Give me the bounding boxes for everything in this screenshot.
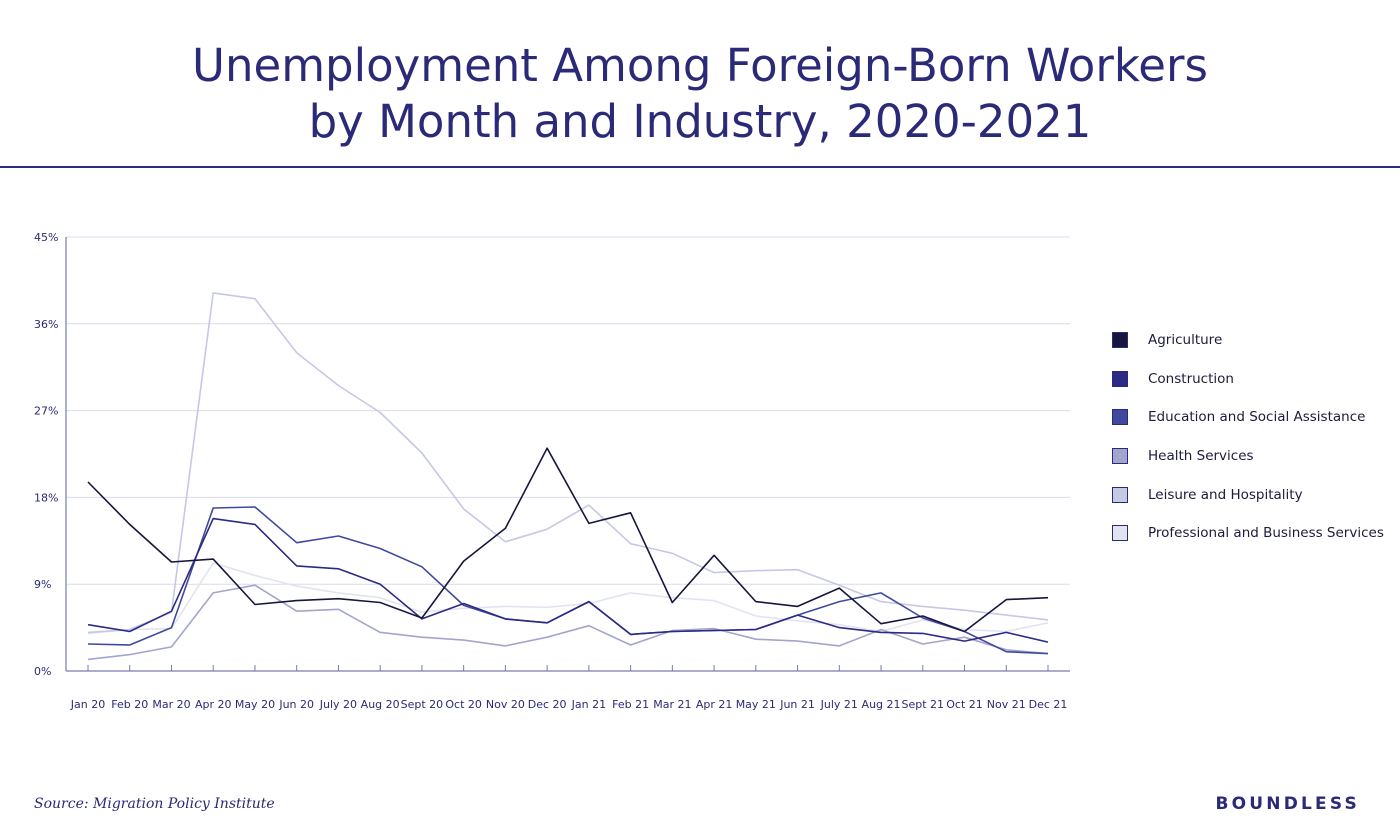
legend-label: Leisure and Hospitality [1148, 486, 1303, 503]
x-tick-label: Feb 20 [111, 698, 148, 711]
x-tick-label: Apr 20 [195, 698, 232, 711]
series-line-agriculture [87, 447, 1049, 633]
series-line-leisure-and-hospitality [87, 292, 1049, 634]
legend-item: Leisure and Hospitality [1112, 486, 1384, 504]
x-tick-label: Jun 20 [278, 698, 314, 711]
x-tick-label: Nov 20 [486, 698, 525, 711]
series-line-construction [87, 517, 1049, 643]
y-tick-label: 45% [34, 231, 58, 244]
x-tick-label: May 20 [235, 698, 275, 711]
x-tick-label: Nov 21 [987, 698, 1026, 711]
x-tick-label: July 20 [319, 698, 357, 711]
series-line-health-services [87, 584, 1049, 661]
legend-swatch [1112, 370, 1128, 387]
x-tick-label: Feb 21 [612, 698, 649, 711]
series-line-professional-and-business-services [87, 562, 1049, 635]
x-tick-label: Apr 21 [696, 698, 733, 711]
x-tick-label: Jan 21 [571, 698, 606, 711]
legend-swatch [1112, 332, 1128, 348]
y-tick-label: 36% [34, 318, 58, 331]
source-note: Source: Migration Policy Institute [34, 796, 275, 812]
y-tick-label: 18% [34, 491, 58, 504]
legend-swatch [1112, 525, 1128, 542]
legend-label: Agriculture [1148, 332, 1223, 348]
legend-label: Education and Social Assistance [1148, 409, 1366, 426]
legend-label: Health Services [1148, 448, 1254, 465]
chart-title-line-2: by Month and Industry, 2020-2021 [308, 95, 1092, 148]
x-tick-label: Dec 20 [528, 698, 567, 711]
x-tick-label: Sept 20 [401, 698, 444, 711]
legend-item: Construction [1112, 370, 1384, 388]
legend-swatch [1112, 448, 1128, 465]
x-tick-label: Oct 21 [946, 698, 983, 711]
y-tick-label: 9% [34, 578, 51, 591]
x-tick-label: Aug 21 [862, 698, 901, 711]
x-tick-label: Mar 20 [152, 698, 190, 711]
x-tick-label: Jun 21 [779, 698, 815, 711]
title-divider [0, 166, 1400, 168]
y-tick-label: 0% [34, 665, 51, 678]
legend-swatch [1112, 486, 1128, 503]
x-tick-label: Jan 20 [70, 698, 105, 711]
legend-item: Health Services [1112, 447, 1384, 465]
x-tick-label: May 21 [736, 698, 776, 711]
chart-legend: Agriculture Construction Education and Soc… [1112, 331, 1384, 563]
chart-title-line-1: Unemployment Among Foreign-Born Workers [192, 39, 1208, 92]
y-tick-label: 27% [34, 405, 58, 418]
x-tick-label: July 21 [820, 698, 858, 711]
legend-item: Agriculture [1112, 331, 1384, 349]
x-tick-label: Dec 21 [1029, 698, 1068, 711]
x-tick-label: Oct 20 [445, 698, 482, 711]
legend-label: Professional and Business Services [1148, 525, 1384, 542]
x-tick-label: Sept 21 [902, 698, 945, 711]
legend-swatch [1112, 409, 1128, 426]
legend-item: Professional and Business Services [1112, 524, 1384, 542]
x-tick-label: Mar 21 [653, 698, 691, 711]
legend-item: Education and Social Assistance [1112, 408, 1384, 426]
x-tick-label: Aug 20 [361, 698, 400, 711]
brand-logo: BOUNDLESS [1215, 794, 1360, 814]
chart-title: Unemployment Among Foreign-Born Workers … [0, 38, 1400, 150]
legend-label: Construction [1148, 370, 1234, 387]
